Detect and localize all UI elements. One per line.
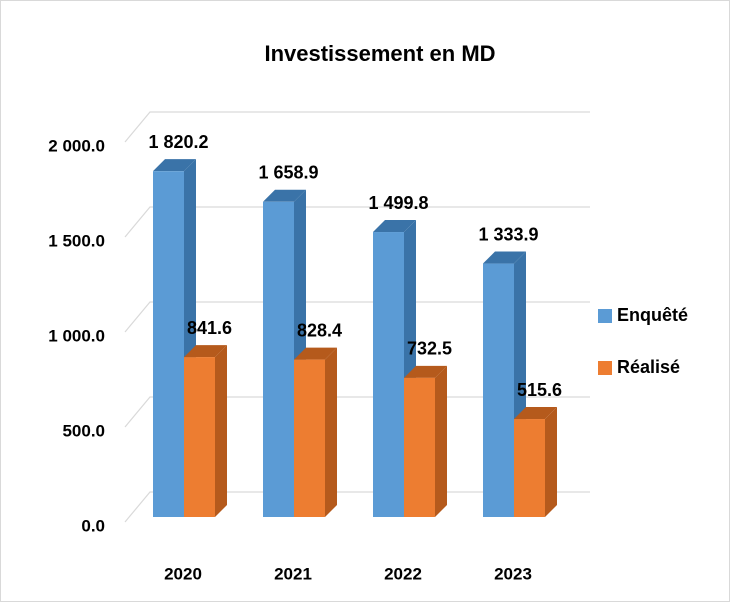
data-label: 841.6 <box>187 318 232 338</box>
bar-top <box>294 347 337 360</box>
legend-label: Réalisé <box>617 357 680 377</box>
chart-title: Investissement en MD <box>264 41 495 66</box>
bar <box>153 171 184 518</box>
bar <box>184 357 215 517</box>
x-tick-label: 2021 <box>274 564 312 583</box>
y-tick-label: 0.0 <box>81 516 105 535</box>
bar <box>404 377 435 517</box>
bar-top <box>153 159 196 172</box>
data-label: 515.6 <box>517 380 562 400</box>
y-tick-label: 2 000.0 <box>48 136 105 155</box>
grid-line <box>124 111 590 143</box>
grid-line <box>124 301 590 333</box>
data-label: 1 820.2 <box>148 132 208 152</box>
legend-swatch <box>598 309 612 323</box>
data-label: 1 333.9 <box>478 224 538 244</box>
data-label: 1 499.8 <box>368 193 428 213</box>
bar-top <box>483 251 526 264</box>
bar <box>514 419 545 517</box>
y-tick-label: 1 000.0 <box>48 326 105 345</box>
bar-side <box>435 365 447 517</box>
grid-line <box>124 206 590 238</box>
x-tick-label: 2022 <box>384 564 422 583</box>
bar-side <box>545 407 557 517</box>
bar-top <box>514 407 557 420</box>
bar-top <box>184 345 227 358</box>
bar-side <box>325 347 337 517</box>
data-label: 1 658.9 <box>258 163 318 183</box>
x-tick-label: 2020 <box>164 564 202 583</box>
y-tick-label: 500.0 <box>62 421 105 440</box>
bar <box>294 359 325 517</box>
bar <box>483 263 514 517</box>
bar-top <box>373 220 416 233</box>
y-tick-label: 1 500.0 <box>48 231 105 250</box>
legend-swatch <box>598 361 612 375</box>
x-tick-label: 2023 <box>494 564 532 583</box>
legend-label: Enquêté <box>617 305 688 325</box>
data-label: 732.5 <box>407 339 452 359</box>
bar <box>373 232 404 517</box>
bar-top <box>404 365 447 378</box>
bar-top <box>263 189 306 202</box>
bar-side <box>215 345 227 517</box>
bar <box>263 201 294 517</box>
data-label: 828.4 <box>297 320 342 340</box>
